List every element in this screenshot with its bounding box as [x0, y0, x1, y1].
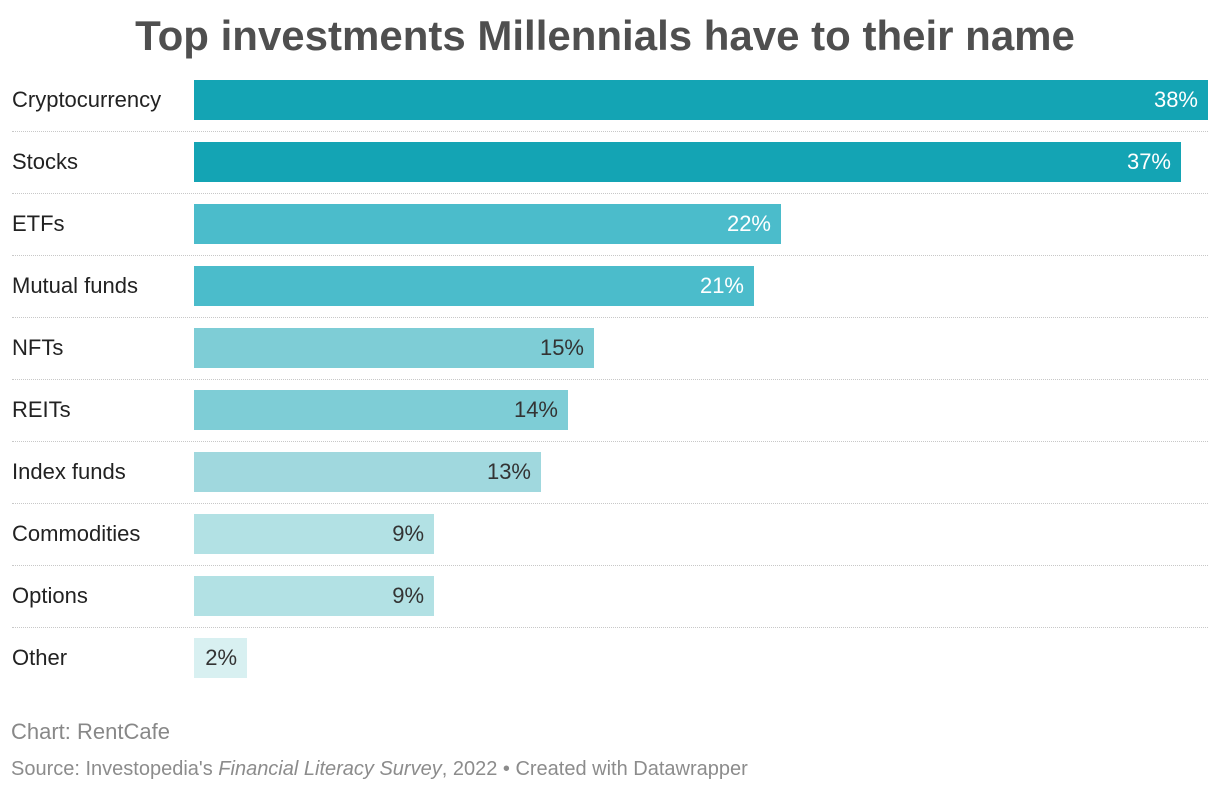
bar: [194, 266, 754, 306]
value-label: 9%: [392, 521, 424, 546]
row-divider: [12, 503, 1208, 504]
category-label: Mutual funds: [12, 273, 138, 298]
row-divider: [12, 317, 1208, 318]
chart-title: Top investments Millennials have to thei…: [135, 12, 1075, 59]
row-divider: [12, 255, 1208, 256]
category-label: Other: [12, 645, 68, 670]
category-label: Commodities: [12, 521, 141, 546]
value-label: 37%: [1126, 149, 1171, 174]
bar: [194, 328, 594, 368]
category-label: Cryptocurrency: [12, 87, 162, 112]
bar: [194, 514, 434, 554]
row-divider: [12, 627, 1208, 628]
bar: [194, 638, 247, 678]
bar: [194, 390, 568, 430]
category-label: NFTs: [12, 335, 64, 360]
category-label: Stocks: [12, 149, 79, 174]
source-suffix: , 2022 • Created with Datawrapper: [441, 758, 748, 780]
row-divider: [12, 379, 1208, 380]
value-label: 38%: [1153, 87, 1198, 112]
value-label: 15%: [539, 335, 584, 360]
value-label: 13%: [486, 459, 531, 484]
category-label: ETFs: [12, 211, 65, 236]
source-prefix: Source: Investopedia's: [11, 758, 219, 780]
value-label: 2%: [205, 645, 237, 670]
row-divider: [12, 193, 1208, 194]
value-label: 21%: [699, 273, 744, 298]
row-divider: [12, 131, 1208, 132]
value-label: 9%: [392, 583, 424, 608]
bar: [194, 80, 1208, 120]
chart-credit: Chart: RentCafe: [11, 719, 170, 744]
source-note: Source: Investopedia's Financial Literac…: [11, 755, 748, 783]
value-label: 22%: [726, 211, 771, 236]
row-divider: [12, 565, 1208, 566]
bar: [194, 142, 1181, 182]
source-title: Financial Literacy Survey: [218, 758, 442, 780]
category-label: Options: [12, 583, 88, 608]
category-label: Index funds: [12, 459, 126, 484]
value-label: 14%: [513, 397, 558, 422]
category-label: REITs: [12, 397, 71, 422]
bar: [194, 576, 434, 616]
bar: [194, 204, 781, 244]
row-divider: [12, 441, 1208, 442]
bar: [194, 452, 541, 492]
